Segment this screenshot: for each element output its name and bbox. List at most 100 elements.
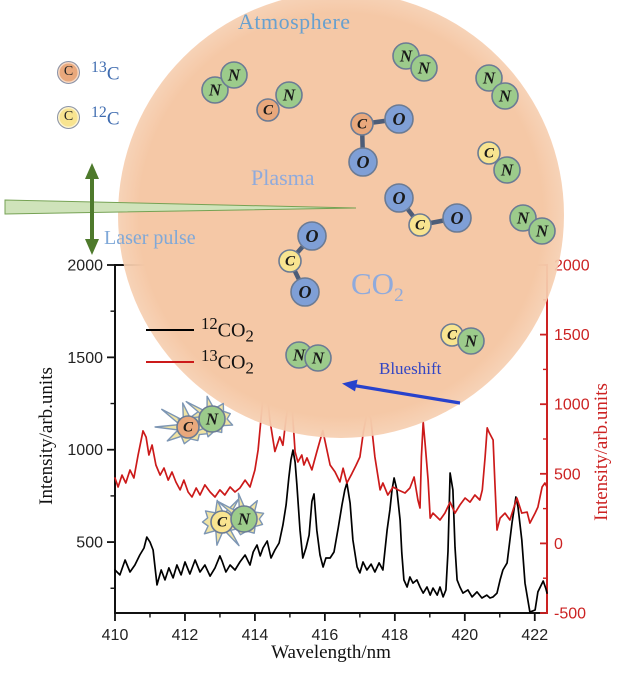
atom-n-icon — [475, 64, 503, 92]
atom-letter: C — [183, 420, 194, 436]
right-axis-title: Intensity/arb.units — [591, 383, 612, 521]
atom-n-icon — [509, 204, 537, 232]
legend-item-carbon13: C 13C — [57, 59, 120, 85]
atom-n-icon — [410, 54, 438, 82]
y-right-tick-label: 500 — [554, 466, 581, 483]
y-left-tick-label: 1500 — [67, 350, 103, 367]
atom-n-icon — [304, 344, 332, 372]
atom-letter: C — [447, 328, 458, 344]
red-line-swatch — [146, 360, 194, 364]
co2-label: CO2 — [351, 266, 404, 307]
atom-letter: N — [464, 331, 478, 350]
atom-c13-icon — [350, 112, 374, 136]
atom-letter: N — [399, 46, 413, 65]
atom-letter: N — [205, 409, 219, 428]
atom-letter: C — [357, 117, 368, 133]
atom-letter: C — [285, 254, 296, 270]
x-tick-label: 414 — [242, 627, 269, 644]
x-tick-label: 422 — [521, 627, 548, 644]
laser-pulse-label: Laser pulse — [104, 227, 196, 249]
plasma-label: Plasma — [251, 165, 315, 190]
atom-c12-icon — [408, 213, 432, 237]
atom-letter: N — [516, 208, 530, 227]
blueshift-label: Blueshift — [379, 359, 442, 378]
atom-letter: N — [311, 348, 325, 367]
atom-o-icon — [297, 221, 327, 251]
atom-letter: N — [535, 221, 549, 240]
plot-legend-item-12co2: 12CO2 — [146, 314, 254, 346]
atom-n-icon — [230, 505, 258, 533]
x-tick-label: 410 — [102, 627, 129, 644]
carbon-12-label: 12C — [91, 104, 120, 130]
atom-n-icon — [491, 82, 519, 110]
y-right-tick-label: 0 — [554, 536, 563, 553]
atom-letter: C — [263, 103, 274, 119]
carbon-12-atom-icon: C — [57, 105, 80, 129]
atom-n-icon — [457, 327, 485, 355]
y-right-tick-label: -500 — [554, 606, 586, 623]
plot-legend: 12CO2 13CO2 — [146, 314, 254, 378]
y-right-tick-label: 1500 — [554, 327, 590, 344]
y-left-tick-label: 500 — [76, 535, 103, 552]
x-tick-label: 418 — [381, 627, 408, 644]
atom-letter: C — [484, 146, 495, 162]
atom-letter: O — [357, 152, 370, 172]
atom-c13-icon — [256, 98, 280, 122]
atom-c12-icon — [278, 249, 302, 273]
atom-c12-icon — [477, 141, 501, 165]
atom-letter: C — [415, 218, 426, 234]
atmosphere-label: Atmosphere — [238, 9, 351, 34]
y-left-tick-label: 2000 — [67, 258, 103, 275]
x-axis-title: Wavelength/nm — [271, 642, 391, 663]
atom-letter: N — [208, 80, 222, 99]
atom-letter: N — [500, 160, 514, 179]
atom-c13-icon — [176, 415, 200, 439]
curve-13CO2 — [114, 378, 548, 531]
atom-n-icon — [198, 405, 226, 433]
blueshift-arrow-head-icon — [342, 379, 358, 392]
atom-letter: N — [417, 58, 431, 77]
atom-letter: N — [237, 509, 251, 528]
atom-letter: O — [299, 282, 312, 302]
plot-legend-item-13co2: 13CO2 — [146, 346, 254, 378]
arrow-down-head-icon — [85, 239, 99, 255]
atom-o-icon — [442, 203, 472, 233]
atom-letter: N — [498, 86, 512, 105]
atom-o-icon — [384, 183, 414, 213]
blueshift-arrow — [353, 383, 461, 405]
atom-letter: O — [393, 188, 406, 208]
black-line-swatch — [146, 328, 194, 332]
atom-letter: N — [482, 68, 496, 87]
carbon-13-label: 13C — [91, 59, 120, 85]
x-tick-label: 420 — [451, 627, 478, 644]
atom-letter: N — [282, 85, 296, 104]
atom-letter: C — [217, 515, 228, 531]
atom-letter: O — [306, 226, 319, 246]
left-axis-title: Intensity/arb.units — [36, 367, 57, 505]
atom-letter: N — [227, 65, 241, 84]
y-right-tick-label: 2000 — [554, 258, 590, 275]
x-tick-label: 416 — [312, 627, 339, 644]
curve-12CO2 — [114, 449, 548, 613]
legend-item-carbon12: C 12C — [57, 104, 120, 130]
atom-n-icon — [493, 156, 521, 184]
laser-beam-wedge — [4, 199, 357, 215]
arrow-up-head-icon — [85, 163, 99, 179]
atom-letter: N — [292, 345, 306, 364]
atom-letter: O — [393, 109, 406, 129]
y-left-tick-label: 1000 — [67, 442, 103, 459]
atom-o-icon — [384, 104, 414, 134]
atom-n-icon — [528, 217, 556, 245]
atom-o-icon — [290, 277, 320, 307]
atom-n-icon — [220, 61, 248, 89]
atom-n-icon — [275, 81, 303, 109]
carbon-13-atom-icon: C — [57, 60, 80, 84]
atom-o-icon — [348, 147, 378, 177]
atom-letter: O — [451, 208, 464, 228]
x-tick-label: 412 — [172, 627, 199, 644]
y-right-tick-label: 1000 — [554, 397, 590, 414]
atom-n-icon — [201, 76, 229, 104]
